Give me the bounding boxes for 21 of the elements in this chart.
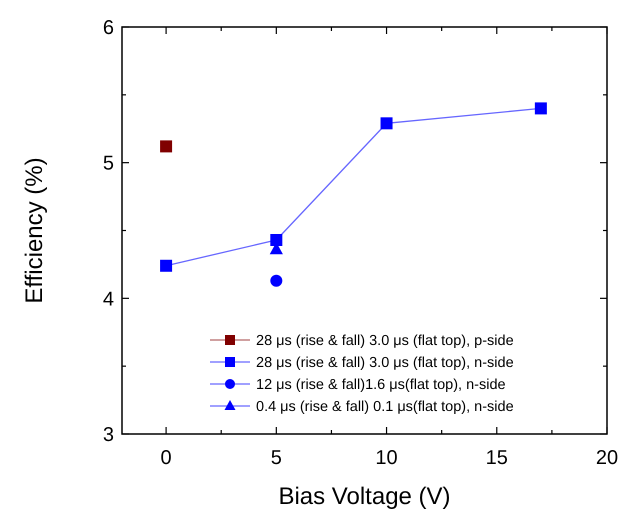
y-tick-label: 4 [102,288,114,310]
point [160,260,172,272]
x-axis-title: Bias Voltage (V) [278,483,451,510]
x-tick-label: 20 [596,447,618,469]
legend-label: 0.4 μs (rise & fall) 0.1 μs(flat top), n-side [256,399,514,415]
x-tick-label: 0 [160,447,172,469]
x-tick-label: 15 [486,447,508,469]
legend-label: 28 μs (rise & fall) 3.0 μs (flat top), p-side [256,333,514,349]
point [380,117,393,130]
x-tick-label: 10 [375,447,398,469]
legend-label: 28 μs (rise & fall) 3.0 μs (flat top), n-side [256,355,514,371]
x-tick-label: 5 [270,447,282,469]
point [160,140,172,152]
point [534,102,547,114]
point [270,234,282,246]
legend-label: 12 μs (rise & fall)1.6 μs(flat top), n-side [256,377,506,393]
y-tick-label: 6 [102,17,114,39]
y-axis-title: Efficiency (%) [21,157,48,304]
y-tick-label: 5 [102,152,114,175]
y-tick-label: 3 [102,424,114,446]
point [270,274,282,287]
